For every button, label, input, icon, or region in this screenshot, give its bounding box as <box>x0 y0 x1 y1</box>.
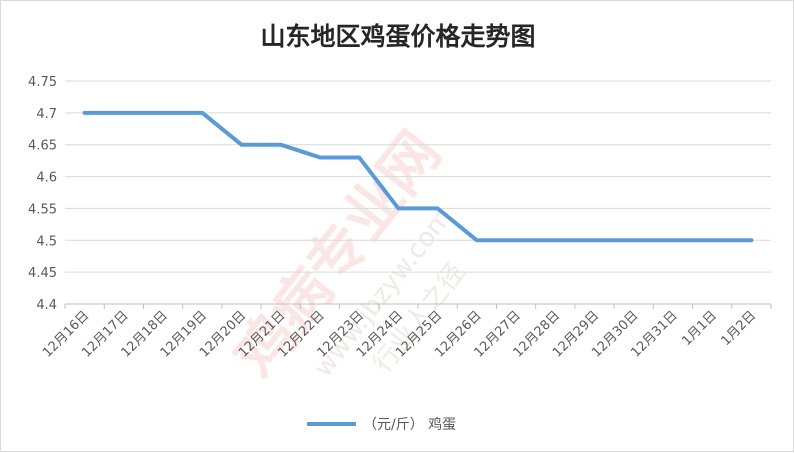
data-point <box>437 207 439 209</box>
series-group <box>82 110 754 243</box>
y-tick-label: 4.75 <box>28 75 57 90</box>
y-tick-label: 4.6 <box>36 171 57 186</box>
x-tick-label: 1月2日 <box>719 308 760 349</box>
legend-label: （元/斤） 鸡蛋 <box>363 416 456 433</box>
data-point <box>594 239 595 241</box>
grid-lines <box>65 80 771 273</box>
data-point <box>711 239 713 241</box>
data-point <box>515 239 517 241</box>
legend: （元/斤） 鸡蛋 <box>307 416 456 433</box>
y-axis-ticks: 4.4 4.45 4.5 4.55 4.6 4.65 4.7 4.75 <box>28 75 57 313</box>
series-line <box>82 110 754 243</box>
x-axis <box>64 303 772 309</box>
data-point <box>554 239 556 241</box>
data-point <box>319 156 321 158</box>
y-tick-label: 4.45 <box>28 266 57 281</box>
x-tick-label: 1月1日 <box>679 308 720 349</box>
data-point <box>358 156 360 158</box>
data-point <box>397 207 399 209</box>
y-tick-label: 4.55 <box>28 202 57 217</box>
data-point <box>476 239 478 241</box>
data-point <box>633 239 635 241</box>
data-point <box>123 112 125 114</box>
y-tick-label: 4.65 <box>28 139 57 154</box>
data-point <box>750 239 752 241</box>
y-tick-label: 4.5 <box>36 234 57 249</box>
y-tick-label: 4.4 <box>36 298 57 313</box>
data-point <box>84 112 86 114</box>
data-point <box>280 144 282 146</box>
chart-title: 山东地区鸡蛋价格走势图 <box>260 22 535 51</box>
data-point <box>672 239 674 241</box>
data-point <box>201 112 203 114</box>
data-point <box>241 144 242 146</box>
watermark: 鸡病专业网 www.jbzyw.com 行业人之径 <box>221 119 471 389</box>
y-tick-label: 4.7 <box>36 107 57 122</box>
data-point <box>162 112 164 114</box>
